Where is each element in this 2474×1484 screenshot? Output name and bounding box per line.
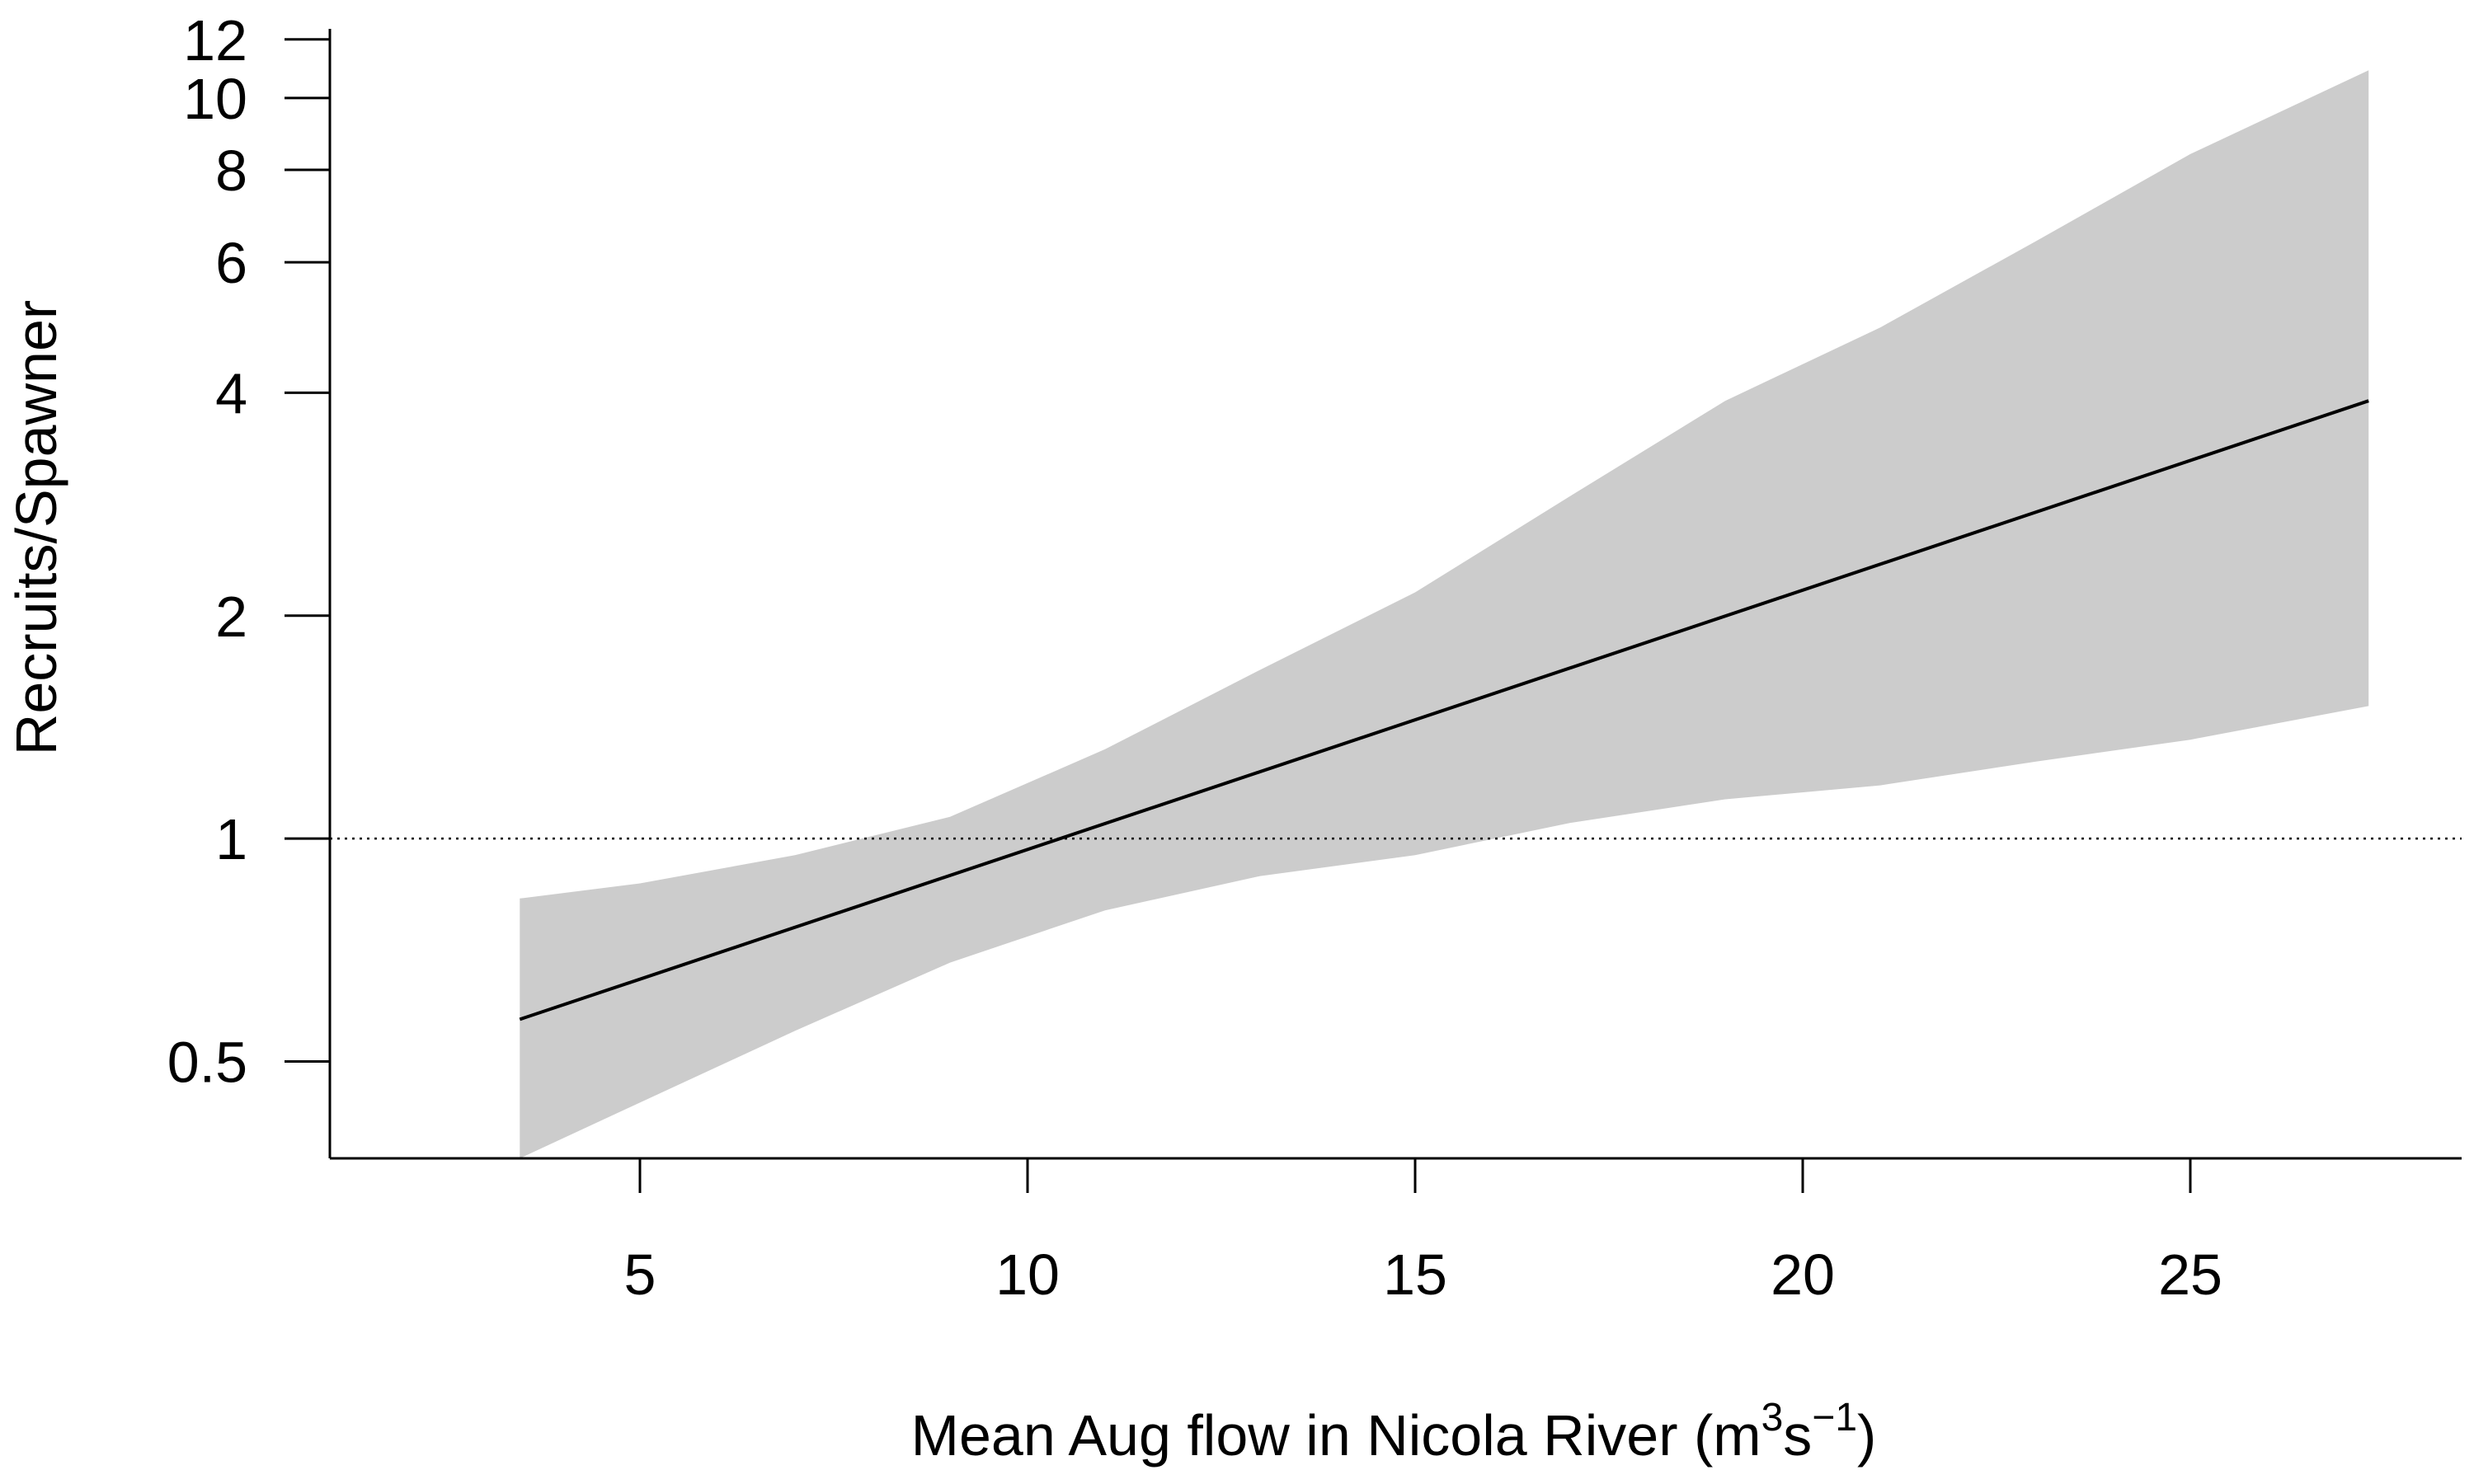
x-axis-title-s: s <box>1783 1403 1812 1468</box>
confidence-band <box>520 70 2369 1158</box>
x-axis-title-close: ) <box>1857 1403 1876 1468</box>
y-tick-label: 6 <box>215 231 247 295</box>
x-tick-label: 20 <box>1771 1242 1835 1307</box>
y-tick-label: 2 <box>215 585 247 649</box>
y-tick-label: 1 <box>215 807 247 871</box>
y-tick-label: 0.5 <box>167 1031 247 1095</box>
y-tick-label: 8 <box>215 139 247 203</box>
x-axis-title-sup-3: 3 <box>1761 1396 1784 1439</box>
x-tick-label: 5 <box>624 1242 656 1307</box>
y-tick-label: 12 <box>183 8 247 73</box>
confidence-band-area <box>520 70 2369 1158</box>
y-axis-title: Recruits/Spawner <box>4 300 68 755</box>
x-axis-title-sup-minus1: −1 <box>1812 1396 1857 1439</box>
fit-line <box>519 399 2369 1021</box>
x-axis-title-text: Mean Aug flow in Nicola River (m <box>911 1403 1761 1468</box>
x-tick-label: 10 <box>995 1242 1060 1307</box>
x-tick-label: 15 <box>1383 1242 1447 1307</box>
y-tick-label: 4 <box>215 361 247 425</box>
fit-line-group <box>519 399 2369 1021</box>
x-axis-title: Mean Aug flow in Nicola River (m3s−1) <box>911 1396 1877 1468</box>
x-tick-label: 25 <box>2158 1242 2222 1307</box>
y-tick-label: 10 <box>183 67 247 131</box>
